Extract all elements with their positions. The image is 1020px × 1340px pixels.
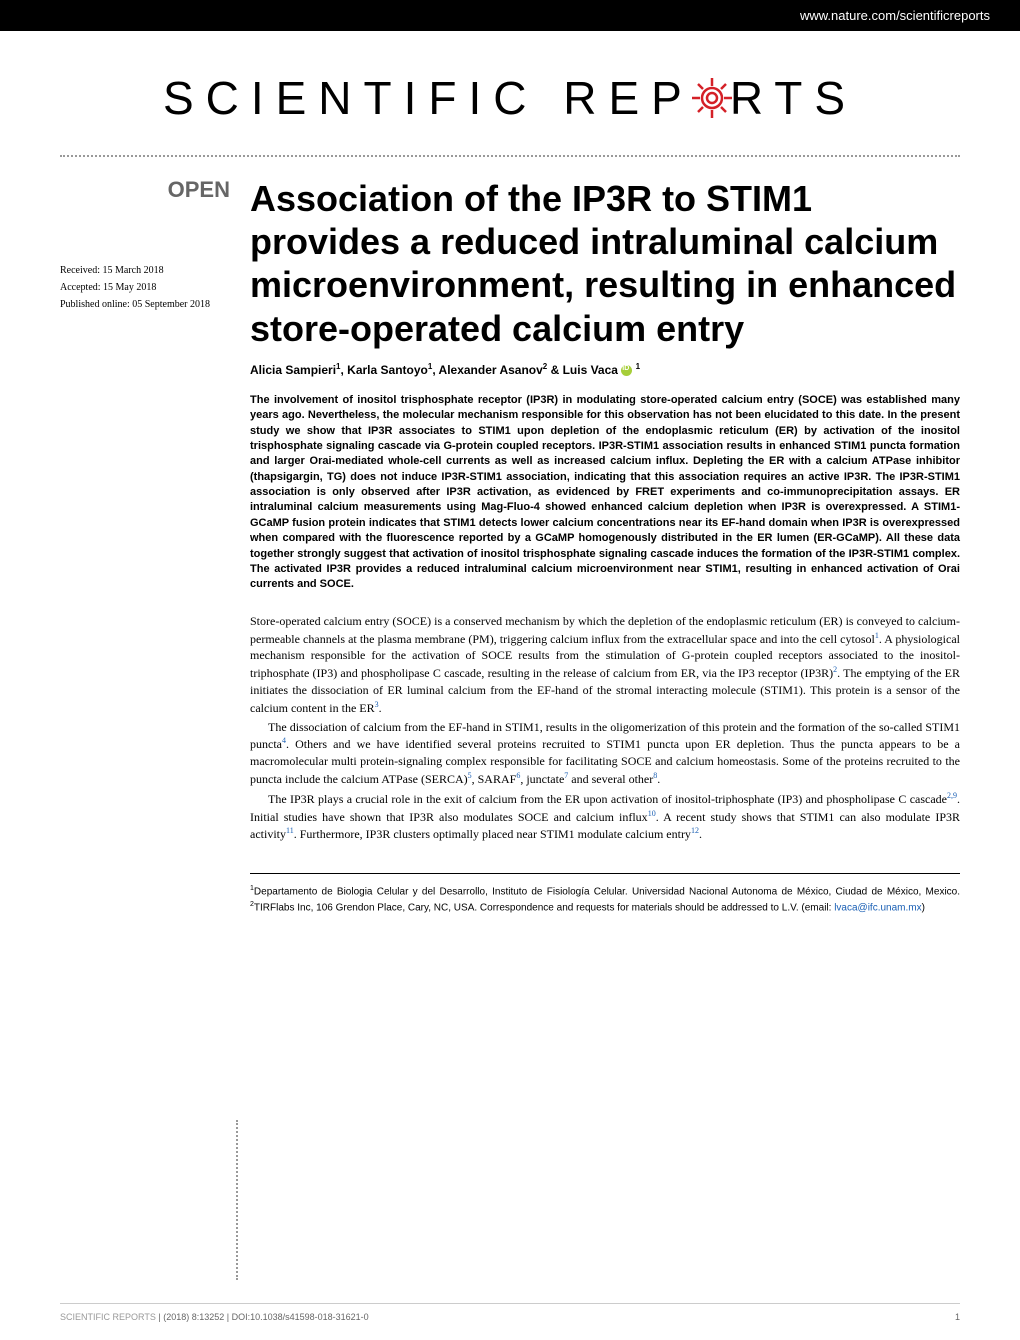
ref-link[interactable]: 12 [691,826,699,835]
orcid-icon[interactable] [621,365,632,376]
published-date: Published online: 05 September 2018 [60,297,230,313]
ref-link[interactable]: 11 [286,826,294,835]
journal-logo: SCIENTIFIC REP RTS [0,31,1020,145]
affil-text: TIRFlabs Inc, 106 Grendon Place, Cary, N… [254,902,834,913]
ref-link[interactable]: 8 [653,771,657,780]
affiliations: 1Departamento de Biologia Celular y del … [250,884,960,915]
footer-citation: SCIENTIFIC REPORTS | (2018) 8:13252 | DO… [60,1312,369,1322]
affil-text: Departamento de Biologia Celular y del D… [254,887,960,898]
received-date: Received: 15 March 2018 [60,263,230,279]
author-affil-sup: 1 [636,362,640,371]
side-dots [236,1120,238,1280]
ref-link[interactable]: 2,9 [947,791,957,800]
body-paragraph-3: The IP3R plays a crucial role in the exi… [250,790,960,843]
abstract: The involvement of inositol trisphosphat… [250,393,960,593]
correspondence-email[interactable]: lvaca@ifc.unam.mx [834,902,921,913]
authors-text: Alicia Sampieri1, Karla Santoyo1, Alexan… [250,363,618,377]
website-url[interactable]: www.nature.com/scientificreports [800,8,990,23]
sidebar: OPEN Received: 15 March 2018 Accepted: 1… [60,177,250,915]
affiliations-divider [250,873,960,874]
logo-text: SCIENTIFIC REP RTS [163,71,857,125]
accepted-date: Accepted: 15 May 2018 [60,280,230,296]
article-body: Store-operated calcium entry (SOCE) is a… [250,613,960,843]
header-bar: www.nature.com/scientificreports [0,0,1020,31]
article-title: Association of the IP3R to STIM1 provide… [250,177,960,350]
footer-divider [60,1303,960,1304]
body-paragraph-2: The dissociation of calcium from the EF-… [250,719,960,788]
gear-icon [688,74,736,122]
main-content: Association of the IP3R to STIM1 provide… [250,177,960,915]
divider-dots [60,155,960,157]
logo-text-after: RTS [730,71,857,125]
affil-text: ) [922,902,925,913]
open-access-badge: OPEN [60,177,230,203]
footer: SCIENTIFIC REPORTS | (2018) 8:13252 | DO… [60,1312,960,1322]
authors-list: Alicia Sampieri1, Karla Santoyo1, Alexan… [250,362,960,377]
article-dates: Received: 15 March 2018 Accepted: 15 May… [60,263,230,313]
logo-text-before: SCIENTIFIC REP [163,71,694,125]
body-paragraph-1: Store-operated calcium entry (SOCE) is a… [250,613,960,717]
content-wrapper: OPEN Received: 15 March 2018 Accepted: 1… [0,177,1020,915]
ref-link[interactable]: 3 [375,700,379,709]
ref-link[interactable]: 10 [648,809,656,818]
journal-name: SCIENTIFIC REPORTS [60,1312,156,1322]
page-number: 1 [955,1312,960,1322]
citation-text: | (2018) 8:13252 | DOI:10.1038/s41598-01… [156,1312,369,1322]
